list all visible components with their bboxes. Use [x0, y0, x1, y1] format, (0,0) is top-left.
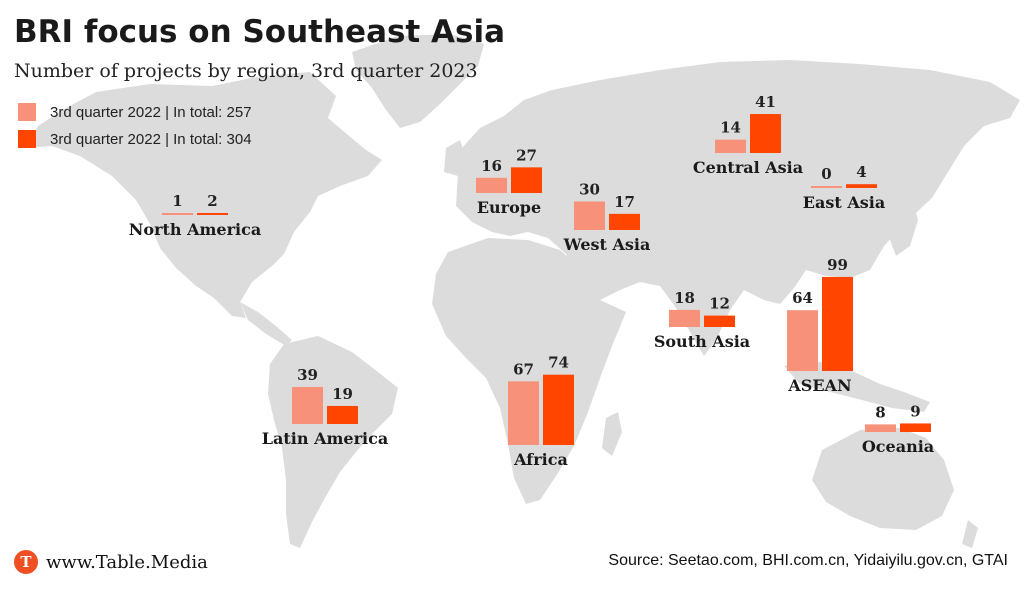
region-group-west-asia: 30 17 West Asia — [563, 181, 651, 255]
bar-east-asia-series-2 — [846, 184, 877, 188]
table-media-logo-icon: T — [14, 550, 38, 574]
region-label-oceania: Oceania — [862, 437, 934, 456]
value-label-south-asia-series-2: 12 — [709, 295, 730, 313]
bar-europe-series-2 — [511, 167, 542, 193]
value-label-europe-series-1: 16 — [481, 157, 502, 175]
region-group-north-america: 1 2 North America — [129, 192, 261, 239]
value-label-africa-series-1: 67 — [513, 360, 534, 378]
bar-east-asia-series-1 — [811, 186, 842, 188]
bar-africa-series-2 — [543, 374, 574, 445]
value-label-asean-series-1: 64 — [792, 289, 813, 307]
value-label-east-asia-series-2: 4 — [856, 163, 866, 181]
region-label-africa: Africa — [513, 450, 568, 469]
legend-label-series-1: 3rd quarter 2022 | In total: 257 — [50, 103, 252, 121]
value-label-africa-series-2: 74 — [548, 354, 569, 372]
bar-oceania-series-1 — [865, 424, 896, 432]
value-label-central-asia-series-2: 41 — [755, 93, 776, 111]
value-label-latin-america-series-2: 19 — [332, 385, 353, 403]
bar-asean-series-2 — [822, 276, 853, 371]
legend-item-series-1: 3rd quarter 2022 | In total: 257 — [18, 102, 252, 122]
legend-swatch-series-2 — [18, 130, 36, 148]
region-group-oceania: 8 9 Oceania — [862, 402, 934, 456]
value-label-europe-series-2: 27 — [516, 146, 537, 164]
bar-latin-america-series-2 — [327, 405, 358, 424]
value-label-east-asia-series-1: 0 — [821, 165, 831, 183]
region-group-south-asia: 18 12 South Asia — [654, 289, 750, 351]
bar-south-asia-series-1 — [669, 309, 700, 327]
region-label-central-asia: Central Asia — [693, 158, 803, 177]
bar-west-asia-series-1 — [574, 201, 605, 230]
region-group-africa: 67 74 Africa — [508, 354, 574, 469]
legend-swatch-series-1 — [18, 103, 36, 121]
region-group-asean: 64 99 ASEAN — [787, 256, 853, 395]
region-label-west-asia: West Asia — [563, 235, 651, 254]
bar-asean-series-1 — [787, 310, 818, 371]
source-note: Source: Seetao.com, BHI.com.cn, Yidaiyil… — [608, 552, 1008, 569]
bar-central-asia-series-1 — [715, 139, 746, 153]
region-group-east-asia: 0 4 East Asia — [803, 163, 885, 212]
bar-north-america-series-1 — [162, 213, 193, 215]
value-label-north-america-series-2: 2 — [207, 192, 217, 210]
region-group-europe: 16 27 Europe — [476, 146, 542, 217]
bar-oceania-series-2 — [900, 423, 931, 432]
legend: 3rd quarter 2022 | In total: 257 3rd qua… — [18, 102, 252, 156]
brand-link[interactable]: www.Table.Media — [46, 551, 208, 573]
value-label-asean-series-2: 99 — [827, 256, 848, 274]
value-label-latin-america-series-1: 39 — [297, 366, 318, 384]
chart-title: BRI focus on Southeast Asia — [14, 14, 506, 50]
chart-subtitle: Number of projects by region, 3rd quarte… — [14, 60, 478, 82]
region-label-latin-america: Latin America — [262, 429, 388, 448]
value-label-oceania-series-1: 8 — [875, 403, 885, 421]
legend-label-series-2: 3rd quarter 2022 | In total: 304 — [50, 130, 252, 148]
value-label-north-america-series-1: 1 — [172, 192, 182, 210]
region-label-europe: Europe — [477, 198, 541, 217]
value-label-west-asia-series-1: 30 — [579, 181, 600, 199]
region-group-latin-america: 39 19 Latin America — [262, 366, 388, 448]
bar-west-asia-series-2 — [609, 213, 640, 230]
region-group-central-asia: 14 41 Central Asia — [693, 93, 803, 177]
legend-item-series-2: 3rd quarter 2022 | In total: 304 — [18, 129, 252, 149]
value-label-south-asia-series-1: 18 — [674, 289, 695, 307]
region-label-south-asia: South Asia — [654, 332, 750, 351]
bar-europe-series-1 — [476, 177, 507, 193]
bar-south-asia-series-2 — [704, 315, 735, 327]
bar-central-asia-series-2 — [750, 114, 781, 153]
value-label-oceania-series-2: 9 — [910, 402, 920, 420]
bar-africa-series-1 — [508, 381, 539, 445]
bar-latin-america-series-1 — [292, 386, 323, 424]
brand[interactable]: T www.Table.Media — [14, 550, 208, 574]
value-label-west-asia-series-2: 17 — [614, 193, 635, 211]
value-label-central-asia-series-1: 14 — [720, 119, 741, 137]
region-label-north-america: North America — [129, 220, 261, 239]
region-label-east-asia: East Asia — [803, 193, 885, 212]
bar-north-america-series-2 — [197, 213, 228, 215]
region-label-asean: ASEAN — [787, 376, 851, 395]
